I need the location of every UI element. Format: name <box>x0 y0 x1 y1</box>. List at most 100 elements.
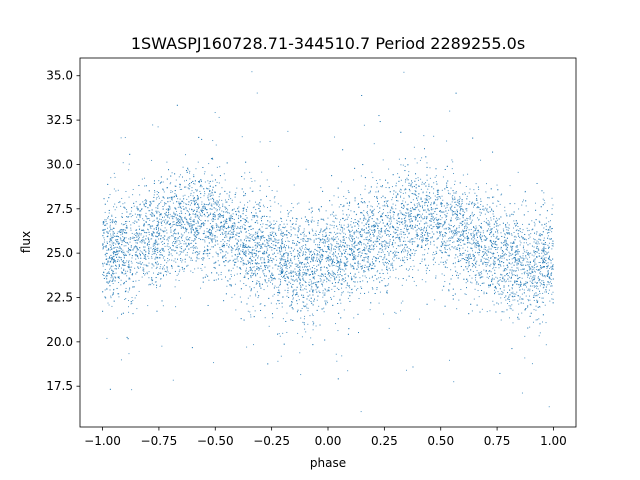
data-point <box>446 240 448 242</box>
data-point <box>176 239 178 241</box>
data-point <box>480 227 482 229</box>
data-point <box>548 228 550 230</box>
data-point <box>505 225 507 227</box>
data-point <box>530 233 532 235</box>
data-point <box>117 231 119 233</box>
data-point <box>139 210 141 212</box>
data-point <box>414 237 416 239</box>
data-point <box>255 209 257 211</box>
data-point <box>117 259 119 261</box>
data-point <box>274 239 276 241</box>
data-point <box>143 249 145 251</box>
data-point <box>128 196 130 198</box>
data-point <box>497 248 499 250</box>
data-point <box>361 250 363 252</box>
data-point <box>290 282 292 284</box>
data-point <box>363 225 365 227</box>
data-point <box>533 221 535 223</box>
data-point <box>447 186 449 188</box>
data-point <box>160 201 162 203</box>
data-point <box>399 241 401 243</box>
data-point <box>215 241 217 243</box>
data-point <box>312 283 314 285</box>
data-point <box>412 269 414 271</box>
data-point <box>196 230 198 232</box>
data-point <box>313 270 315 272</box>
data-point <box>337 330 339 332</box>
data-point <box>186 254 188 256</box>
data-point <box>284 277 286 279</box>
data-point <box>172 218 174 220</box>
data-point <box>128 216 130 218</box>
data-point <box>333 227 335 229</box>
data-point <box>386 229 388 231</box>
data-point <box>381 231 383 233</box>
data-point <box>350 224 352 226</box>
data-point <box>246 267 247 269</box>
data-point <box>385 200 387 202</box>
data-point <box>476 242 478 244</box>
data-point <box>526 242 528 244</box>
data-point <box>343 281 345 283</box>
data-point <box>529 263 531 265</box>
data-point <box>280 234 282 236</box>
data-point <box>310 284 312 286</box>
data-point <box>468 237 470 239</box>
data-point <box>485 253 487 255</box>
data-point <box>330 250 332 252</box>
data-point <box>195 214 197 216</box>
data-point <box>131 297 133 299</box>
data-point <box>369 309 371 311</box>
data-point <box>196 258 198 260</box>
data-point <box>232 218 234 220</box>
data-point <box>522 302 524 304</box>
data-point <box>111 229 113 231</box>
data-point <box>324 245 326 247</box>
data-point <box>104 239 106 241</box>
data-point <box>322 238 324 240</box>
data-point <box>291 262 293 264</box>
data-point <box>485 264 487 266</box>
data-point <box>543 252 545 254</box>
data-point <box>507 267 509 269</box>
data-point <box>537 241 539 243</box>
data-point <box>382 251 384 253</box>
data-point <box>278 239 280 241</box>
data-point <box>349 254 351 256</box>
data-point <box>107 231 109 233</box>
data-point <box>333 273 334 275</box>
data-point <box>322 308 324 310</box>
data-point <box>503 257 505 259</box>
data-point <box>511 272 513 274</box>
data-point <box>265 224 267 226</box>
data-point <box>208 199 210 201</box>
data-point <box>487 224 489 226</box>
data-point <box>278 286 280 288</box>
data-point <box>273 258 275 260</box>
data-point <box>136 254 138 256</box>
data-point <box>504 210 506 212</box>
data-point <box>259 210 261 212</box>
data-point <box>301 247 303 249</box>
data-point <box>377 270 379 272</box>
data-point <box>122 264 124 266</box>
data-point <box>191 187 193 189</box>
data-point <box>168 213 170 215</box>
data-point <box>280 233 282 235</box>
data-point <box>348 245 350 247</box>
data-point <box>485 183 487 185</box>
data-point <box>295 244 297 246</box>
data-point <box>543 249 545 251</box>
data-point <box>269 225 271 227</box>
data-point <box>518 286 520 288</box>
data-point <box>195 246 197 248</box>
data-point <box>445 216 447 218</box>
data-point <box>254 245 256 247</box>
data-point <box>461 223 463 225</box>
data-point <box>436 199 438 201</box>
data-point <box>386 262 388 264</box>
data-point <box>288 245 290 247</box>
data-point <box>533 255 535 257</box>
data-point <box>491 245 493 247</box>
data-point <box>253 287 255 289</box>
